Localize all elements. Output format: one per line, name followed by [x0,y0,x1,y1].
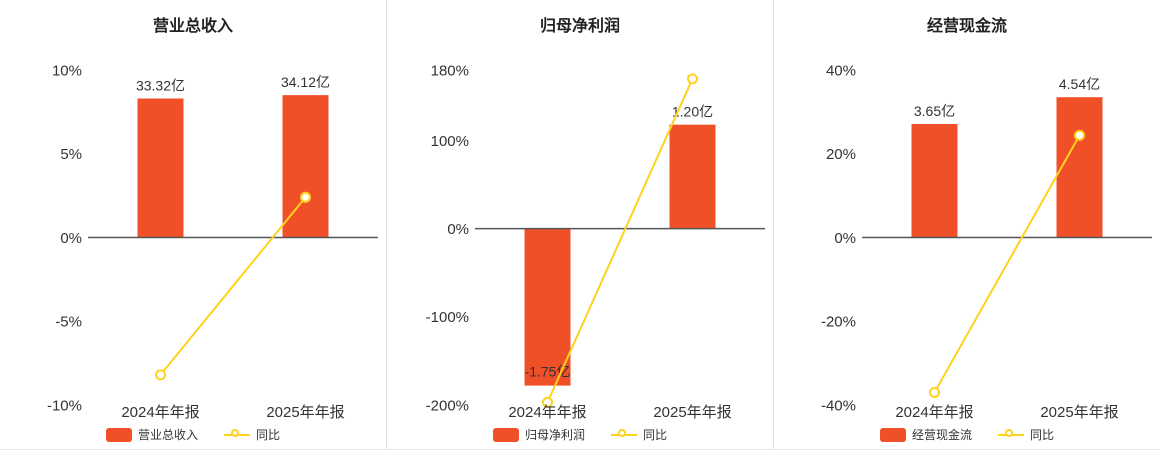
y-tick-label: -200% [426,397,469,414]
yoy-trend-point[interactable] [929,386,940,398]
legend-item-bar-series[interactable]: 营业总收入 [105,426,198,443]
bar[interactable] [524,228,571,386]
y-tick-label: 40% [826,62,856,79]
legend-bar-label: 营业总收入 [137,428,198,442]
yoy-trend-line [546,78,694,403]
yoy-trend-point[interactable] [155,369,166,381]
y-tick-label: 0% [447,221,469,238]
bar-value-label: 3.65亿 [914,103,955,119]
y-tick-label: 5% [60,146,82,163]
x-axis-label: 2024年年报 [508,404,586,420]
yoy-trend-point[interactable] [687,73,698,85]
chart-panel-net-profit: 归母净利润 180% 100% 0% -100% -200% -1.75亿 1.20亿 202… [386,0,773,449]
y-tick-label: -10% [47,397,82,414]
chart-panel-cash-flow: 经营现金流 40% 20% 0% -20% -40% 3.65亿 4.54亿 2024年年报 2… [773,0,1160,449]
chart-legend: 经营现金流 同比 [774,426,1160,443]
cash-flow-chart-plot: 40% 20% 0% -20% -40% 3.65亿 4.54亿 2024年年报 2025年年报 [821,62,1152,420]
bar-value-label: 1.20亿 [672,104,713,120]
line-series-marker-icon [224,428,250,442]
legend-line-label: 同比 [643,428,668,442]
legend-line-label: 同比 [1030,428,1055,442]
bar-value-label: 34.12亿 [281,74,330,90]
chart-legend: 归母净利润 同比 [387,426,773,443]
legend-item-line-series[interactable]: 同比 [998,426,1054,443]
bar[interactable] [669,124,716,229]
x-axis-label: 2024年年报 [895,404,973,420]
bar[interactable] [137,98,184,238]
ring-marker-icon [1005,428,1013,437]
bar-value-label: 4.54亿 [1059,76,1100,92]
y-tick-label: -20% [821,314,856,331]
y-tick-label: 20% [826,146,856,163]
bar-series-swatch-icon [105,427,132,442]
legend-item-bar-series[interactable]: 归母净利润 [492,426,585,443]
bar-value-label: 33.32亿 [136,77,185,93]
line-series-marker-icon [611,428,637,442]
y-tick-label: 100% [431,133,469,150]
bar[interactable] [1056,97,1103,238]
x-axis-label: 2025年年报 [653,404,731,420]
yoy-trend-point[interactable] [542,396,553,408]
chart-title: 归母净利润 [539,18,620,35]
y-tick-label: 180% [431,62,469,79]
bar[interactable] [911,124,958,238]
legend-bar-label: 经营现金流 [911,428,972,442]
bar-series-swatch-icon [492,427,519,442]
revenue-chart-plot: 10% 5% 0% -5% -10% 33.32亿 34.12亿 2024年年报 2025年年报 [47,62,378,420]
chart-title: 经营现金流 [926,18,1007,35]
y-tick-label: -100% [426,309,469,326]
bar-series-swatch-icon [879,427,906,442]
chart-legend: 营业总收入 同比 [0,426,386,443]
legend-item-line-series[interactable]: 同比 [611,426,667,443]
yoy-trend-point[interactable] [300,191,311,203]
legend-item-line-series[interactable]: 同比 [224,426,280,443]
legend-line-label: 同比 [256,428,281,442]
y-tick-label: 0% [60,230,82,247]
line-series-marker-icon [998,428,1024,442]
x-axis-label: 2024年年报 [121,404,199,420]
legend-bar-label: 归母净利润 [524,428,585,442]
y-tick-label: -40% [821,397,856,414]
yoy-trend-line [933,134,1081,393]
x-axis-label: 2025年年报 [1040,404,1118,420]
x-axis-label: 2025年年报 [266,404,344,420]
chart-title: 营业总收入 [152,18,233,35]
bar[interactable] [282,95,329,238]
ring-marker-icon [231,428,239,437]
y-tick-label: 0% [834,230,856,247]
y-tick-label: -5% [55,314,82,331]
y-tick-label: 10% [52,62,82,79]
yoy-trend-line [159,196,307,376]
chart-panel-revenue: 营业总收入 10% 5% 0% -5% -10% 33.32亿 34.12亿 2024年年报 2… [0,0,386,449]
ring-marker-icon [618,428,626,437]
legend-item-bar-series[interactable]: 经营现金流 [879,426,972,443]
yoy-trend-point[interactable] [1074,129,1085,141]
